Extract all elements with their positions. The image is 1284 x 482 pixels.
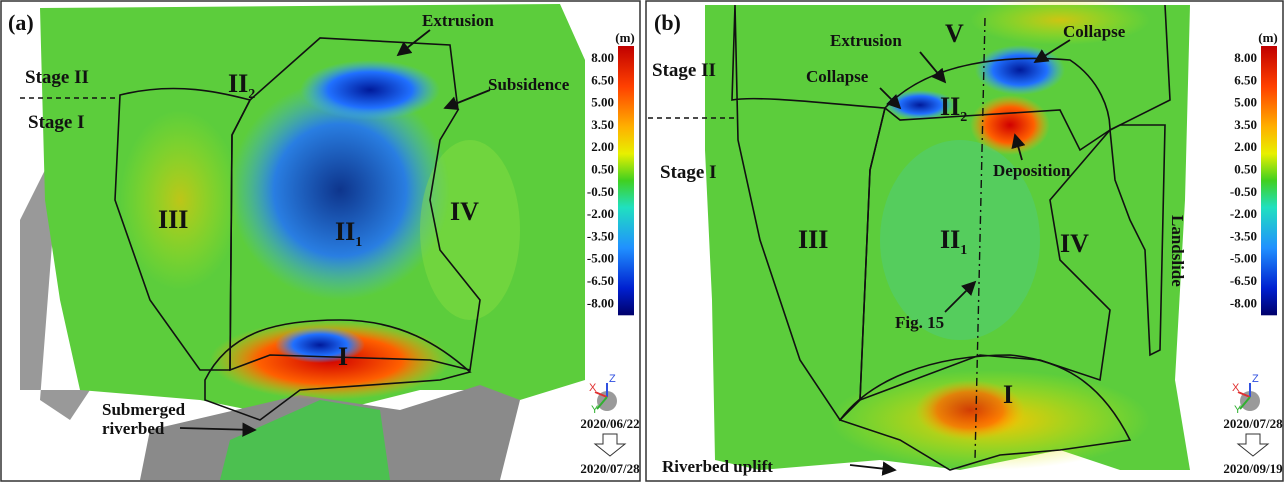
axis-label: Y	[1234, 404, 1242, 416]
annotation: Landslide	[1168, 215, 1187, 287]
axis-label: Z	[609, 373, 616, 385]
colorbar-tick-label: -8.00	[1230, 295, 1257, 310]
panel-label: (b)	[654, 10, 681, 35]
colorbar-tick-label: 3.50	[1234, 117, 1257, 132]
deformation-patch	[120, 110, 240, 290]
colorbar	[618, 46, 634, 315]
colorbar-tick-label: -8.00	[587, 295, 614, 310]
stage-label: Stage I	[28, 112, 84, 133]
colorbar-tick-label: -6.50	[1230, 273, 1257, 288]
panel-a: (a) Stage II Stage I II2 III II1 IV I Ex…	[1, 1, 640, 481]
date-to: 2020/07/28	[580, 461, 640, 476]
zone-label: III	[158, 205, 188, 234]
colorbar	[1261, 46, 1277, 315]
annotation: Extrusion	[830, 31, 902, 50]
colorbar-tick-label: -3.50	[587, 228, 614, 243]
annotation: Fig. 15	[895, 313, 944, 332]
zone-label: I	[338, 342, 348, 371]
figure: (a) Stage II Stage I II2 III II1 IV I Ex…	[0, 0, 1284, 482]
zone-label: I	[1003, 380, 1013, 409]
colorbar-tick-label: 0.50	[1234, 162, 1257, 177]
colorbar-tick-label: 5.00	[1234, 95, 1257, 110]
axis-label: Z	[1252, 373, 1259, 385]
zone-label: IV	[450, 197, 479, 226]
zone-label: V	[945, 19, 964, 48]
colorbar-tick-label: 3.50	[591, 117, 614, 132]
colorbar-tick-label: -2.00	[587, 206, 614, 221]
colorbar-tick-label: -0.50	[1230, 184, 1257, 199]
colorbar-tick-label: -5.00	[1230, 251, 1257, 266]
zone-label: IV	[1060, 229, 1089, 258]
colorbar-tick-label: -5.00	[587, 251, 614, 266]
annotation: Subsidence	[488, 75, 570, 94]
annotation: riverbed	[102, 419, 165, 438]
colorbar-tick-label: 0.50	[591, 162, 614, 177]
zone-label: III	[798, 225, 828, 254]
date-from: 2020/06/22	[580, 416, 639, 431]
deformation-patch	[300, 60, 440, 120]
colorbar-tick-label: 8.00	[1234, 50, 1257, 65]
colorbar-tick-label: 2.00	[1234, 139, 1257, 154]
annotation: Collapse	[806, 67, 869, 86]
annotation: Collapse	[1063, 22, 1126, 41]
panel-label: (a)	[8, 10, 34, 35]
annotation: Riverbed uplift	[662, 457, 773, 476]
annotation: Deposition	[993, 161, 1071, 180]
axis-label: Y	[591, 404, 599, 416]
stage-label: Stage II	[652, 60, 716, 81]
axis-label: X	[589, 382, 597, 394]
date-to: 2020/09/19	[1223, 461, 1283, 476]
annotation: Submerged	[102, 400, 186, 419]
panel-b: (b) Stage II Stage I V II2 III II1 IV I …	[646, 0, 1283, 481]
colorbar-tick-label: -2.00	[1230, 206, 1257, 221]
colorbar-tick-label: 6.50	[1234, 72, 1257, 87]
annotation: Extrusion	[422, 11, 494, 30]
colorbar-tick-label: -3.50	[1230, 228, 1257, 243]
colorbar-tick-label: 6.50	[591, 72, 614, 87]
stage-label: Stage II	[25, 67, 89, 88]
axis-label: X	[1232, 382, 1240, 394]
colorbar-tick-label: 5.00	[591, 95, 614, 110]
colorbar-unit: (m)	[615, 30, 635, 45]
date-from: 2020/07/28	[1223, 416, 1283, 431]
colorbar-tick-label: -6.50	[587, 273, 614, 288]
colorbar-tick-label: 8.00	[591, 50, 614, 65]
colorbar-tick-label: -0.50	[587, 184, 614, 199]
colorbar-unit: (m)	[1258, 30, 1278, 45]
stage-label: Stage I	[660, 162, 716, 183]
colorbar-tick-label: 2.00	[591, 139, 614, 154]
